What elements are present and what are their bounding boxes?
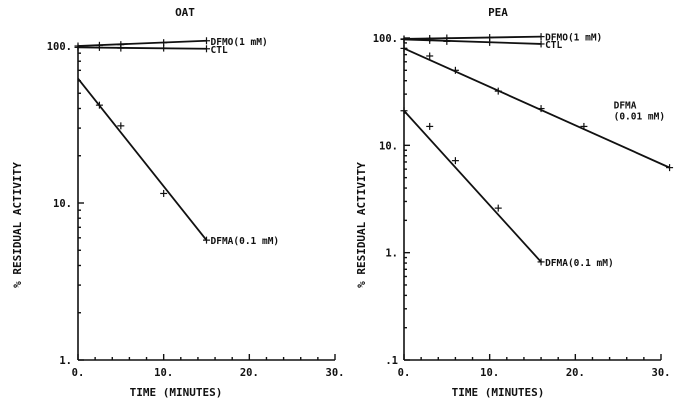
- y-tick-labels: 1. 10. 100.: [47, 41, 72, 367]
- axes: [403, 38, 661, 361]
- series-line: [403, 38, 542, 45]
- series-line: [403, 110, 542, 263]
- tick-marks: [403, 37, 662, 361]
- data-point: [451, 157, 459, 165]
- series-label: (0.01 mM): [614, 112, 665, 123]
- data-point: [580, 122, 588, 130]
- data-point: [537, 40, 545, 48]
- y-tick-label: 100.: [373, 33, 398, 45]
- x-axis-label: TIME (MINUTES): [452, 386, 545, 399]
- x-tick-label: 0.: [72, 367, 85, 379]
- y-tick-label: 100.: [47, 41, 72, 53]
- data-point: [160, 44, 168, 52]
- series-line: [403, 47, 670, 169]
- series-label: DFMO(1 mM): [545, 33, 602, 44]
- series-label: CTL: [545, 40, 562, 51]
- y-axis-label: % RESIDUAL ACTIVITY: [11, 162, 24, 288]
- chart-title: PEA: [488, 6, 508, 19]
- series-line: [77, 78, 208, 241]
- data-marks: DFMO(1 mM)CTL DFMA(0.1 mM): [74, 37, 280, 247]
- data-point: [537, 258, 545, 266]
- x-tick-label: 10.: [480, 367, 499, 379]
- y-tick-labels: .1 1. 10. 100.: [373, 33, 398, 367]
- x-tick-label: 30.: [326, 367, 345, 379]
- data-point: [451, 66, 459, 74]
- data-point: [400, 44, 408, 52]
- data-point: [117, 122, 125, 130]
- x-tick-label: 20.: [240, 367, 259, 379]
- chart-title: OAT: [175, 6, 195, 19]
- y-tick-label: 1.: [385, 248, 398, 260]
- axes: [77, 46, 335, 361]
- data-point: [494, 87, 502, 95]
- y-tick-label: 1.: [59, 355, 72, 367]
- data-point: [160, 189, 168, 197]
- series-label: CTL: [211, 45, 228, 56]
- panel-pea: PEA 0. 10. 20. 30. .1 1. 10. 100. DFMO(1 mM)CT…: [355, 6, 674, 399]
- data-point: [426, 52, 434, 60]
- data-point: [400, 35, 408, 43]
- x-tick-label: 20.: [566, 367, 585, 379]
- data-point: [203, 236, 210, 244]
- y-tick-label: 10.: [53, 198, 72, 210]
- series-line: [403, 35, 542, 40]
- data-point: [203, 37, 210, 45]
- data-point: [443, 37, 451, 45]
- x-tick-labels: 0. 10. 20. 30.: [398, 367, 671, 379]
- data-point: [537, 105, 545, 113]
- x-tick-label: 10.: [154, 367, 173, 379]
- data-point: [537, 33, 545, 41]
- data-point: [426, 122, 434, 130]
- data-point: [426, 36, 434, 44]
- x-tick-labels: 0. 10. 20. 30.: [72, 367, 345, 379]
- data-point: [666, 164, 674, 172]
- y-tick-label: .1: [385, 355, 398, 367]
- series-label: DFMA(0.1 mM): [545, 258, 614, 269]
- panel-oat: OAT 0. 10. 20. 30. 1.10.100. DFMO(1 mM)CTLD…: [11, 6, 344, 399]
- data-marks: DFMO(1 mM)CTL DFMA(0.01 mM) DFMA(0.1 mM): [400, 33, 674, 269]
- data-point: [95, 101, 103, 109]
- x-axis-label: TIME (MINUTES): [130, 386, 223, 399]
- data-point: [74, 43, 82, 51]
- series-label: DFMO(1 mM): [211, 37, 268, 48]
- x-tick-label: 30.: [652, 367, 671, 379]
- data-point: [494, 204, 502, 212]
- series-label: DFMA: [614, 101, 637, 112]
- data-point: [486, 38, 494, 46]
- data-point: [95, 43, 103, 51]
- data-point: [400, 107, 408, 115]
- tick-marks: [77, 45, 336, 361]
- y-axis-label: % RESIDUAL ACTIVITY: [355, 162, 368, 288]
- x-tick-label: 0.: [398, 367, 411, 379]
- data-point: [117, 44, 125, 52]
- series-label: DFMA(0.1 mM): [211, 236, 280, 247]
- y-tick-label: 10.: [379, 140, 398, 152]
- data-point: [203, 45, 210, 53]
